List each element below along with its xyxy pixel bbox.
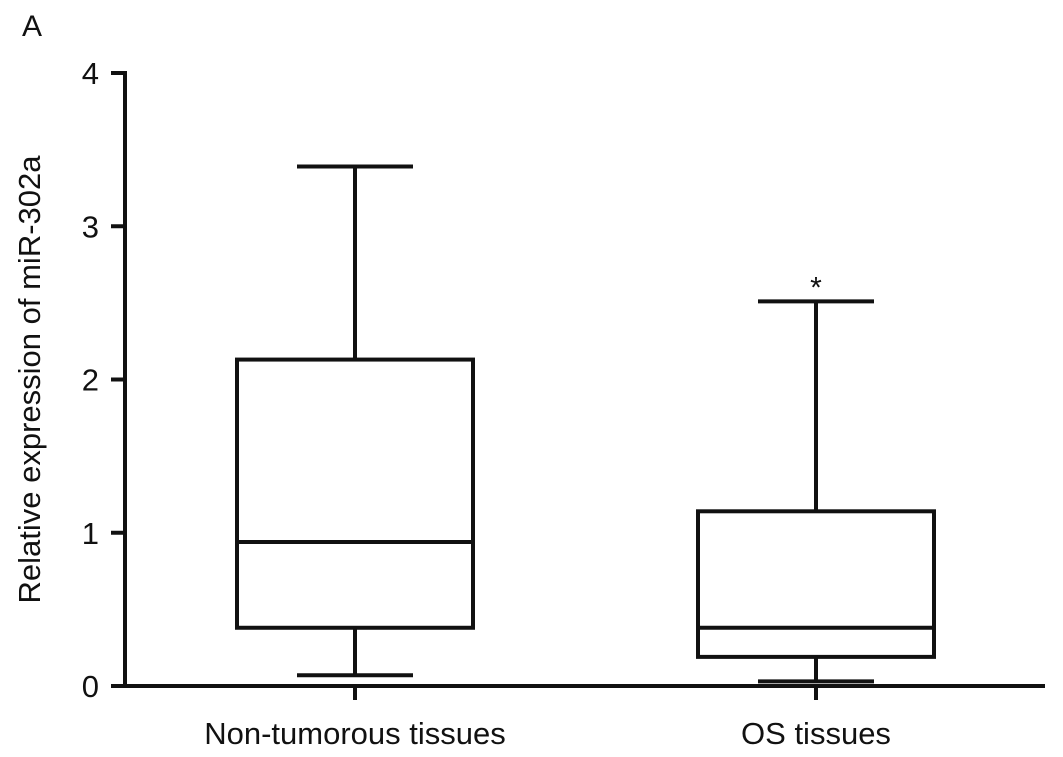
x-tick-label: Non-tumorous tissues (204, 716, 506, 751)
box-1-iqr-box (235, 357, 475, 630)
y-tick-label: 0 (82, 669, 99, 704)
y-axis-label: Relative expression of miR-302a (12, 155, 47, 604)
y-tick-label: 2 (82, 363, 99, 398)
x-tick-label: OS tissues (741, 716, 891, 751)
box-2-iqr-box (696, 509, 936, 659)
panel-label: A (22, 10, 43, 43)
y-tick-label: 4 (82, 56, 99, 91)
significance-asterisk: * (810, 271, 822, 304)
y-tick-label: 1 (82, 516, 99, 551)
y-tick-label: 3 (82, 209, 99, 244)
